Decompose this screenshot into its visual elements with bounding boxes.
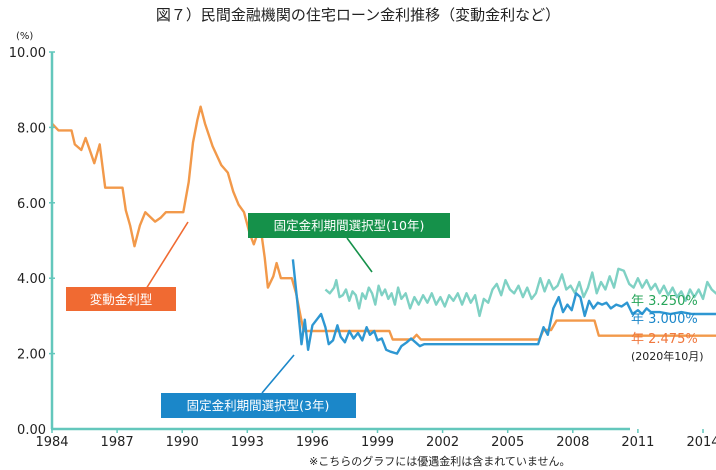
- end-label-fixed3: 年 3.000%: [631, 312, 698, 327]
- y-tick-label: 2.00: [17, 348, 46, 363]
- x-tick-label: 2014: [686, 435, 716, 450]
- x-tick-label: 1990: [166, 435, 199, 450]
- chart-title: 図７）民間金融機関の住宅ローン金利推移（変動金利など）: [156, 6, 560, 24]
- y-tick-label: 8.00: [17, 121, 46, 136]
- y-tick-label: 6.00: [17, 197, 46, 212]
- callout-leader-fixed3: [261, 354, 295, 394]
- callout-box-fixed10: [248, 213, 450, 238]
- y-tick-label: 4.00: [17, 272, 46, 287]
- series-layer: [51, 105, 716, 355]
- end-label-variable: 年 2.475%: [631, 332, 698, 347]
- x-tick-label: 1984: [35, 435, 68, 450]
- x-tick-label: 1993: [231, 435, 264, 450]
- x-tick-label: 2011: [621, 435, 654, 450]
- x-tick-label: 1996: [296, 435, 329, 450]
- series-line-fixed3: [291, 259, 716, 355]
- date-note: (2020年10月): [631, 349, 704, 363]
- x-tick-labels: 1984 1987 1990 1993 1996 1999 2002 2005 2008 2011…: [35, 429, 716, 450]
- callout-label-fixed3: 固定金利期間選択型(3年): [187, 398, 330, 413]
- x-tick-label: 2002: [426, 435, 459, 450]
- callout-label-variable: 変動金利型: [90, 292, 153, 307]
- callout-leader-variable: [145, 221, 189, 290]
- x-tick-label: 2008: [556, 435, 589, 450]
- x-tick-label: 2005: [491, 435, 524, 450]
- callout-label-fixed10: 固定金利期間選択型(10年): [274, 218, 425, 233]
- footnote: ※こちらのグラフには優遇金利は含まれていません。: [309, 454, 571, 468]
- y-axis-unit: (%): [16, 31, 33, 42]
- y-tick-labels: 0.00 2.00 4.00 6.00 8.00 10.00: [9, 46, 55, 438]
- callout-box-fixed3: [161, 393, 356, 418]
- y-tick-label: 10.00: [9, 46, 46, 61]
- end-label-fixed10: 年 3.250%: [631, 294, 698, 309]
- y-tick-label: 0.00: [17, 423, 46, 438]
- callout-leader-fixed10: [346, 237, 373, 273]
- callout-box-variable: [66, 287, 176, 311]
- x-tick-label: 1987: [101, 435, 134, 450]
- x-tick-label: 1999: [361, 435, 394, 450]
